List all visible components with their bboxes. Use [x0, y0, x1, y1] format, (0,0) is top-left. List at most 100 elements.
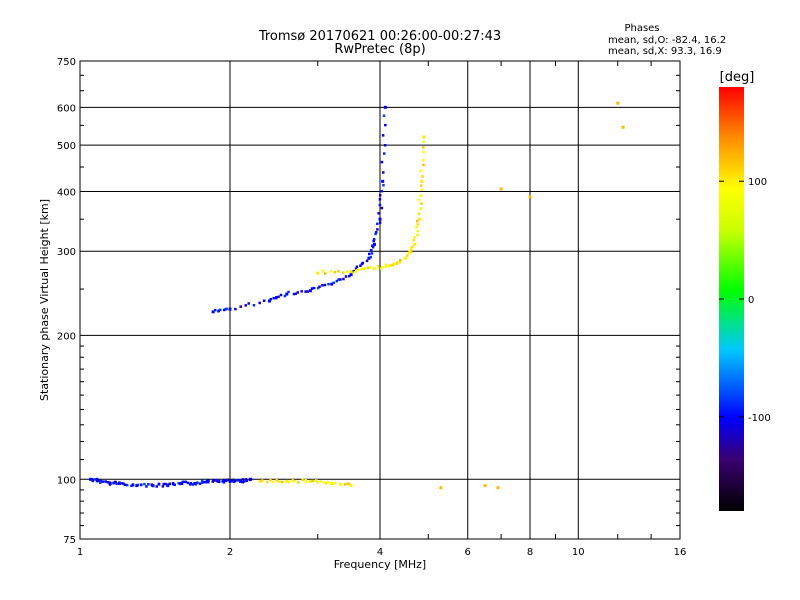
trace-point: [287, 480, 291, 484]
trace-point: [242, 480, 246, 483]
x-tick-label: 4: [377, 547, 383, 558]
trace-point: [168, 482, 172, 486]
trace-point: [297, 481, 300, 484]
trace-point: [177, 482, 180, 485]
trace-point: [366, 266, 370, 270]
y-tick-label: 75: [63, 535, 76, 546]
trace-point: [353, 271, 356, 274]
trace-point: [248, 478, 252, 482]
trace-point: [304, 290, 307, 293]
trace-point: [416, 233, 419, 237]
trace-point: [318, 285, 321, 288]
chart-subtitle: RwPretec (8p): [334, 42, 425, 57]
trace-point: [287, 290, 290, 294]
trace-point: [118, 481, 121, 484]
data-point: [239, 479, 243, 483]
trace-point: [296, 291, 300, 294]
trace-point: [420, 202, 423, 205]
trace-point: [323, 283, 327, 287]
trace-point: [333, 481, 337, 485]
data-point: [180, 481, 184, 485]
data-point: [367, 256, 371, 260]
trace-point: [292, 292, 296, 296]
trace-point: [218, 308, 222, 312]
y-axis-ticks: 75 100 200 300 400 500 600 750: [57, 57, 680, 546]
trace-point: [162, 482, 165, 486]
data-point: [378, 217, 382, 221]
trace-point: [396, 261, 399, 265]
trace-point: [106, 480, 109, 484]
trace-point: [384, 265, 387, 268]
trace-point: [226, 478, 230, 481]
trace-point: [98, 479, 101, 483]
trace-point: [95, 479, 99, 483]
trace-point: [376, 222, 379, 226]
x-tick-label: 6: [465, 547, 471, 558]
trace-point: [381, 265, 384, 269]
trace-point: [339, 483, 343, 487]
data-point: [349, 273, 353, 277]
trace-point: [412, 238, 415, 242]
trace-point: [283, 294, 287, 298]
trace-point: [130, 484, 133, 488]
trace-point: [262, 299, 266, 303]
trace-point: [179, 482, 182, 486]
trace-point: [416, 229, 419, 233]
x-tick-label: 16: [674, 547, 687, 558]
trace-point: [258, 301, 261, 305]
chart-title: Tromsø 20170621 00:26:00-00:27:43: [258, 29, 501, 44]
trace-point: [221, 480, 224, 483]
grid-lines: [80, 61, 680, 539]
data-point: [228, 479, 232, 483]
trace-point: [275, 478, 279, 482]
trace-point: [147, 482, 150, 486]
trace-point: [372, 238, 376, 241]
trace-point: [90, 478, 94, 481]
trace-point: [217, 309, 220, 312]
trace-point: [155, 485, 159, 488]
trace-point: [306, 290, 309, 293]
trace-point: [300, 290, 303, 293]
trace-point: [278, 480, 281, 483]
trace-point: [224, 479, 228, 483]
trace-point: [378, 194, 382, 197]
trace-point: [416, 223, 420, 226]
trace-point: [337, 278, 340, 281]
trace-point: [337, 270, 340, 273]
trace-point: [378, 203, 382, 207]
phases-stat-x: mean, sd,X: 93.3, 16.9: [608, 46, 722, 57]
data-point: [528, 195, 532, 199]
colorbar-ticks: 100 0 -100: [719, 177, 771, 424]
trace-point: [365, 259, 369, 263]
trace-point: [301, 478, 304, 481]
trace-point: [371, 245, 375, 249]
trace-point: [95, 477, 99, 481]
trace-point: [321, 269, 325, 273]
trace-point: [419, 207, 423, 210]
trace-point: [241, 480, 244, 484]
trace-point: [326, 480, 330, 484]
trace-point: [182, 480, 185, 484]
trace-point: [392, 262, 395, 266]
trace-point: [380, 206, 384, 210]
trace-point: [280, 480, 284, 484]
trace-point: [382, 171, 385, 174]
trace-point: [114, 480, 117, 484]
trace-point: [378, 198, 382, 201]
trace-point: [123, 483, 127, 487]
data-point: [316, 271, 320, 275]
trace-point: [206, 481, 210, 484]
x-tick-label: 10: [572, 547, 585, 558]
trace-point: [213, 308, 217, 312]
trace-point: [136, 483, 139, 487]
trace-point: [369, 266, 372, 269]
trace-point: [419, 194, 423, 197]
trace-point: [196, 481, 199, 484]
trace-point: [100, 480, 103, 483]
trace-point: [291, 479, 295, 482]
trace-point: [260, 479, 264, 482]
trace-point: [339, 278, 342, 281]
data-point: [383, 105, 387, 109]
phases-title: Phases: [624, 23, 659, 34]
trace-point: [384, 123, 387, 127]
